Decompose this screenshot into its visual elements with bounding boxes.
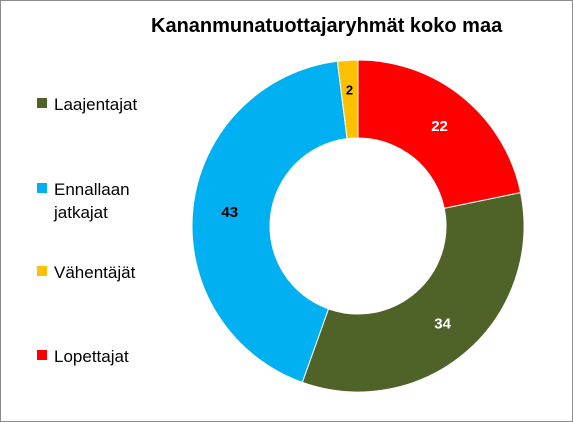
legend-label: Laajentajat [54, 95, 138, 114]
data-label: 43 [221, 204, 238, 221]
legend-swatch [37, 98, 47, 108]
legend-item-vahentajat: Vähentäjät [37, 261, 197, 284]
legend-item-lopettajat: Lopettajat [37, 345, 197, 368]
donut-slice-v-hent-j-t [336, 59, 359, 140]
legend-item-laajentajat: Laajentajat [37, 93, 197, 116]
legend-label: Vähentäjät [54, 263, 136, 282]
donut-slice-laajentajat [301, 192, 525, 393]
legend-item-ennallaan-jatkajat: Ennallaan jatkajat [37, 178, 197, 224]
legend-swatch [37, 350, 47, 360]
chart-title: Kananmunatuottajaryhmät koko maa [151, 15, 503, 37]
data-label: 34 [434, 315, 451, 332]
legend-label: Lopettajat [54, 347, 129, 366]
donut-slice-ennallaan-jatkajat [191, 60, 348, 384]
legend-swatch [37, 266, 47, 276]
donut-slice-lopettajat [357, 59, 522, 209]
legend-label: Ennallaan jatkajat [54, 180, 130, 222]
legend-swatch [37, 183, 47, 193]
data-label: 22 [431, 118, 448, 135]
data-label: 2 [346, 82, 353, 97]
